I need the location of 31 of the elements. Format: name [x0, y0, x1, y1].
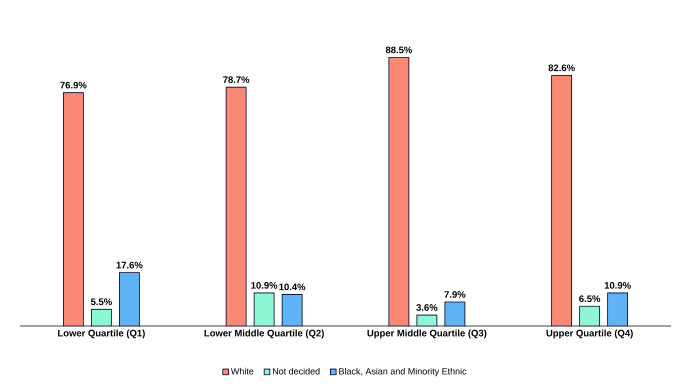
data-label: 10.9%: [251, 282, 278, 289]
legend-label: Black, Asian and Minority Ethnic: [339, 368, 466, 376]
data-label: 82.6%: [548, 64, 575, 72]
bar: [282, 294, 303, 326]
x-tick-label: Lower Middle Quartile (Q2): [204, 330, 324, 338]
data-label: 10.4%: [279, 284, 306, 290]
bar: [444, 302, 466, 326]
bar: [62, 92, 84, 326]
data-label: 76.9%: [60, 82, 87, 88]
bar: [254, 292, 275, 326]
data-label: 10.9%: [604, 282, 631, 289]
data-label: 6.5%: [579, 295, 600, 302]
bar: [90, 308, 112, 326]
bar: [388, 57, 410, 326]
bar: [118, 272, 140, 326]
x-tick-label: Upper Middle Quartile (Q3): [367, 330, 486, 338]
bar: [551, 74, 572, 326]
bar: [226, 86, 247, 326]
data-label: 5.5%: [90, 298, 112, 306]
data-label: 3.6%: [416, 304, 438, 311]
data-label: 88.5%: [386, 46, 412, 54]
legend-label: Not decided: [272, 368, 320, 374]
bar: [416, 314, 438, 326]
bar: [579, 306, 600, 326]
data-label: 78.7%: [223, 76, 250, 84]
bar: [607, 292, 628, 326]
x-tick-label: Upper Quartile (Q4): [546, 330, 633, 338]
data-label: 17.6%: [116, 262, 143, 268]
x-tick-label: Lower Quartile (Q1): [58, 330, 145, 338]
legend-label: White: [230, 368, 254, 374]
data-label: 7.9%: [444, 291, 466, 298]
